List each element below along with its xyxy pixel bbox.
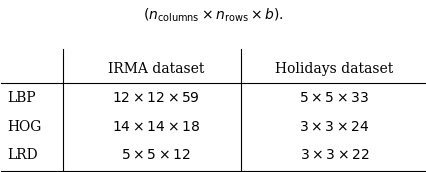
Text: $14 \times 14 \times 18$: $14 \times 14 \times 18$ [112,120,200,134]
Text: $3 \times 3 \times 24$: $3 \times 3 \times 24$ [299,120,370,134]
Text: $5 \times 5 \times 33$: $5 \times 5 \times 33$ [299,91,370,105]
Text: $3 \times 3 \times 22$: $3 \times 3 \times 22$ [299,148,369,162]
Text: $(n_{\mathrm{columns}} \times n_{\mathrm{rows}} \times b).$: $(n_{\mathrm{columns}} \times n_{\mathrm… [143,7,283,24]
Text: LBP: LBP [8,91,36,105]
Text: LRD: LRD [8,148,38,162]
Text: HOG: HOG [8,120,42,134]
Text: IRMA dataset: IRMA dataset [108,62,204,76]
Text: Holidays dataset: Holidays dataset [275,62,394,76]
Text: $5 \times 5 \times 12$: $5 \times 5 \times 12$ [121,148,191,162]
Text: $12 \times 12 \times 59$: $12 \times 12 \times 59$ [112,91,199,105]
